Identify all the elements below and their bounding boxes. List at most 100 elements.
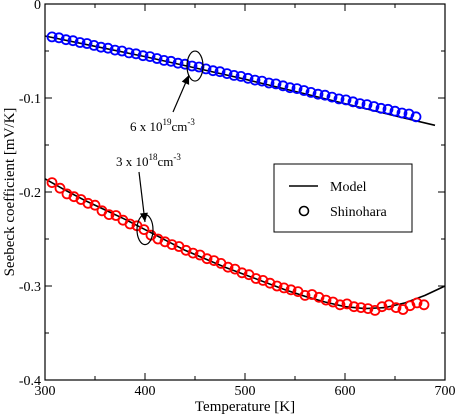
data-point xyxy=(375,102,387,114)
data-point xyxy=(368,101,380,112)
annotation-label: 3 x 1018cm-3 xyxy=(116,152,181,169)
data-point xyxy=(74,37,86,48)
annotation-label: 6 x 1019cm-3 xyxy=(130,117,195,134)
data-point xyxy=(138,224,150,236)
data-point xyxy=(54,182,66,194)
data-point xyxy=(383,299,395,311)
data-point xyxy=(285,284,297,296)
data-point xyxy=(67,35,79,47)
data-point xyxy=(88,40,100,51)
x-tick-label: 600 xyxy=(335,384,356,399)
legend: Model Shinohara xyxy=(273,163,413,233)
data-point xyxy=(284,82,296,94)
data-point xyxy=(347,96,359,108)
data-point xyxy=(228,70,240,81)
y-tick-label: -0.3 xyxy=(19,280,41,295)
data-point xyxy=(109,44,121,56)
x-tick-label: 700 xyxy=(435,384,456,399)
data-point xyxy=(376,301,388,313)
data-point xyxy=(46,177,58,189)
data-point xyxy=(278,282,290,294)
annotation-arrowhead xyxy=(181,75,190,85)
data-point xyxy=(382,103,394,115)
axis-ticks: 300 400 500 600 700 0 -0.1 -0.2 -0.3 -0.4 xyxy=(19,0,456,399)
data-point xyxy=(410,111,422,123)
data-point xyxy=(319,89,331,101)
x-tick-label: 400 xyxy=(135,384,156,399)
y-tick-label: -0.2 xyxy=(19,186,41,201)
x-tick-label: 300 xyxy=(35,384,56,399)
data-point xyxy=(221,68,233,79)
data-point xyxy=(235,71,247,82)
data-point xyxy=(82,197,94,209)
data-point xyxy=(165,55,177,67)
data-point xyxy=(333,93,345,105)
data-point xyxy=(172,57,184,69)
data-point xyxy=(103,209,115,221)
data-point xyxy=(179,58,191,70)
data-point xyxy=(158,55,170,66)
data-point xyxy=(404,300,416,312)
data-point xyxy=(340,94,352,106)
data-point xyxy=(201,253,213,265)
data-point xyxy=(187,247,199,259)
annotation-arrowhead xyxy=(139,212,148,222)
data-point xyxy=(389,105,401,117)
data-point xyxy=(362,303,374,315)
data-point xyxy=(354,98,366,109)
data-point xyxy=(222,261,234,273)
legend-shinohara-label: Shinohara xyxy=(330,205,388,220)
data-point xyxy=(250,273,262,284)
data-point xyxy=(46,31,58,43)
data-point xyxy=(116,45,128,57)
data-point xyxy=(130,48,142,60)
data-point xyxy=(326,91,338,103)
data-point xyxy=(60,34,72,46)
data-point xyxy=(180,244,192,256)
data-point xyxy=(68,191,80,203)
data-point xyxy=(123,47,135,59)
annotation-ellipse xyxy=(186,50,204,82)
data-point xyxy=(305,87,317,98)
data-point xyxy=(249,74,261,86)
data-point xyxy=(355,302,367,314)
data-point xyxy=(137,50,149,62)
data-point xyxy=(207,65,219,77)
x-tick-label: 500 xyxy=(235,384,256,399)
data-point xyxy=(236,267,248,279)
data-point xyxy=(152,233,164,245)
data-point xyxy=(214,66,226,78)
data-point xyxy=(313,291,325,303)
data-point xyxy=(242,72,254,84)
legend-box xyxy=(273,163,413,233)
data-point xyxy=(403,108,415,120)
data-point xyxy=(144,51,156,62)
data-point xyxy=(320,294,332,306)
data-point xyxy=(89,199,101,211)
data-point xyxy=(159,236,171,248)
data-point xyxy=(200,63,212,75)
y-tick-label: 0 xyxy=(34,0,41,13)
data-point xyxy=(299,289,311,301)
data-point xyxy=(298,85,310,96)
data-point xyxy=(327,296,339,308)
data-point xyxy=(208,255,220,267)
data-point xyxy=(418,299,430,311)
data-point xyxy=(124,218,136,230)
data-point xyxy=(264,277,276,289)
data-point xyxy=(361,99,373,110)
data-point xyxy=(166,239,178,251)
data-point xyxy=(306,289,318,300)
data-point xyxy=(257,274,269,286)
data-point xyxy=(291,83,303,94)
data-point xyxy=(53,32,65,44)
data-point xyxy=(277,80,289,92)
y-tick-label: -0.4 xyxy=(19,374,41,389)
data-point xyxy=(263,77,275,89)
data-point xyxy=(95,41,107,53)
data-point xyxy=(334,299,346,311)
y-axis-title: Seebeck coefficient [mV/K] xyxy=(2,108,18,277)
data-point xyxy=(312,88,324,100)
data-point xyxy=(102,42,114,54)
